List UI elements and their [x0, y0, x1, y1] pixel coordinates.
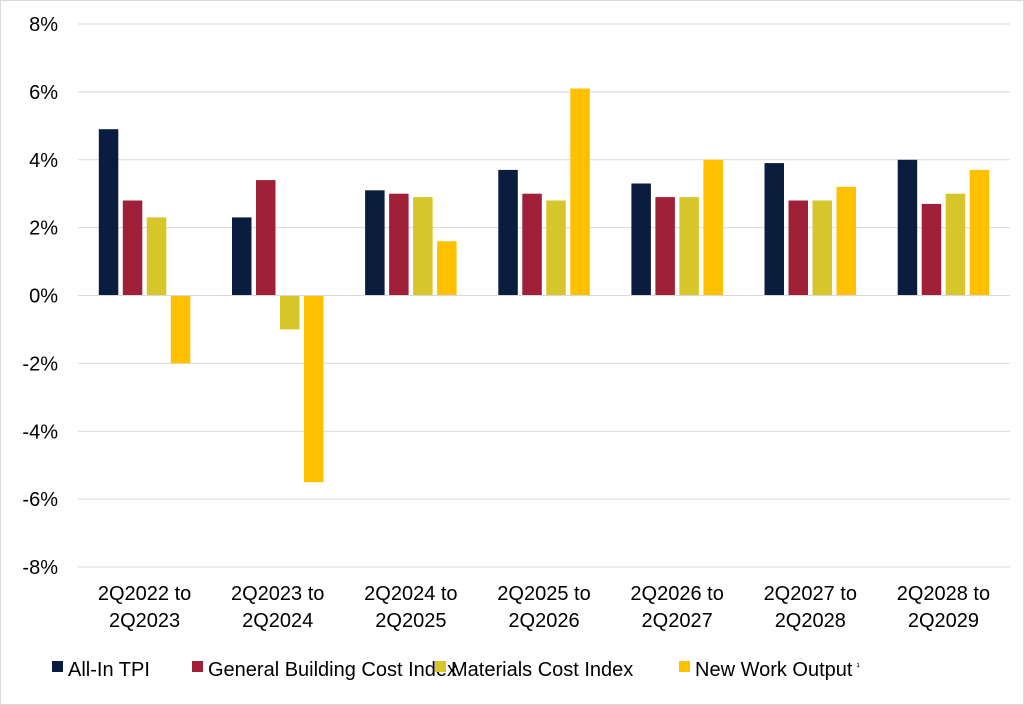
x-category-label-line: 2Q2024 to [364, 583, 457, 605]
bar-all-in-tpi-1 [232, 217, 252, 296]
bar-materials-cost-index-6 [945, 193, 966, 296]
bar-materials-cost-index-3 [546, 200, 566, 296]
x-category-label-line: 2Q2028 [775, 610, 846, 632]
x-category-label-line: 2Q2022 to [98, 583, 191, 605]
bar-materials-cost-index-4 [679, 197, 699, 296]
y-tick-label: -2% [22, 353, 58, 375]
y-tick-label: 2% [29, 218, 58, 240]
bar-materials-cost-index-2 [413, 197, 433, 296]
bar-new-work-output-2 [437, 241, 457, 296]
bar-new-work-output-4 [703, 159, 723, 296]
bar-general-building-cost-index-1 [256, 180, 276, 296]
y-tick-label: 0% [29, 286, 58, 308]
bar-all-in-tpi-2 [365, 190, 385, 296]
x-category-label: 2Q2023 to 2Q2024 [231, 583, 324, 632]
bar-all-in-tpi-4 [631, 183, 651, 296]
legend: All-In TPI General Building Cost IndexMat… [52, 659, 860, 681]
bar-new-work-output-6 [969, 169, 990, 296]
bar-new-work-output-0 [170, 295, 191, 364]
bar-materials-cost-index-5 [812, 200, 832, 296]
x-category-label: 2Q2025 to 2Q2026 [497, 583, 590, 632]
bar-general-building-cost-index-6 [921, 203, 942, 296]
x-category-label: 2Q2026 to 2Q2027 [630, 583, 723, 632]
legend-swatch [192, 661, 203, 672]
x-category-label-line: 2Q2028 to [897, 583, 990, 605]
legend-swatch [435, 661, 446, 672]
bar-general-building-cost-index-2 [389, 193, 409, 296]
y-axis-ticks: 8% 6% 4% 2% 0% -2% -4% -6% -8% [22, 14, 58, 579]
bar-general-building-cost-index-4 [655, 197, 675, 296]
bar-general-building-cost-index-0 [122, 200, 143, 296]
bar-all-in-tpi-0 [98, 129, 119, 296]
y-tick-label: 8% [29, 14, 58, 36]
x-category-label-line: 2Q2026 [508, 610, 579, 632]
legend-label: General Building Cost Index [208, 659, 457, 681]
bars [98, 88, 990, 483]
bar-general-building-cost-index-5 [788, 200, 808, 296]
legend-footnote-mark: ¹ [856, 662, 860, 673]
x-category-label-line: 2Q2029 [908, 610, 979, 632]
y-tick-label: 6% [29, 82, 58, 104]
bar-all-in-tpi-5 [764, 163, 784, 296]
bar-all-in-tpi-6 [897, 159, 918, 296]
legend-label: Materials Cost Index [451, 659, 633, 681]
bar-new-work-output-1 [304, 295, 324, 483]
x-category-label-line: 2Q2025 to [497, 583, 590, 605]
bar-all-in-tpi-3 [498, 169, 518, 296]
x-category-label-line: 2Q2023 [109, 610, 180, 632]
legend-swatch [679, 661, 690, 672]
bar-general-building-cost-index-3 [522, 193, 542, 296]
y-tick-label: -4% [22, 421, 58, 443]
x-category-label-line: 2Q2023 to [231, 583, 324, 605]
x-category-label: 2Q2027 to 2Q2028 [764, 583, 857, 632]
x-category-label: 2Q2024 to 2Q2025 [364, 583, 457, 632]
y-tick-label: 4% [29, 150, 58, 172]
x-category-label-line: 2Q2026 to [630, 583, 723, 605]
x-category-label-line: 2Q2025 [375, 610, 446, 632]
legend-label: All-In TPI [68, 659, 150, 681]
x-category-label-line: 2Q2024 [242, 610, 313, 632]
x-category-label-line: 2Q2027 [642, 610, 713, 632]
y-tick-label: -8% [22, 557, 58, 579]
y-tick-label: -6% [22, 489, 58, 511]
bar-new-work-output-5 [836, 186, 856, 296]
x-category-label-line: 2Q2027 to [764, 583, 857, 605]
legend-label: New Work Output ¹ [695, 659, 860, 681]
bar-new-work-output-3 [570, 88, 590, 296]
bar-materials-cost-index-1 [280, 295, 300, 330]
x-category-label: 2Q2028 to 2Q2029 [897, 583, 990, 632]
bar-materials-cost-index-0 [146, 217, 167, 296]
x-category-label: 2Q2022 to 2Q2023 [98, 583, 191, 632]
legend-swatch [52, 661, 63, 672]
